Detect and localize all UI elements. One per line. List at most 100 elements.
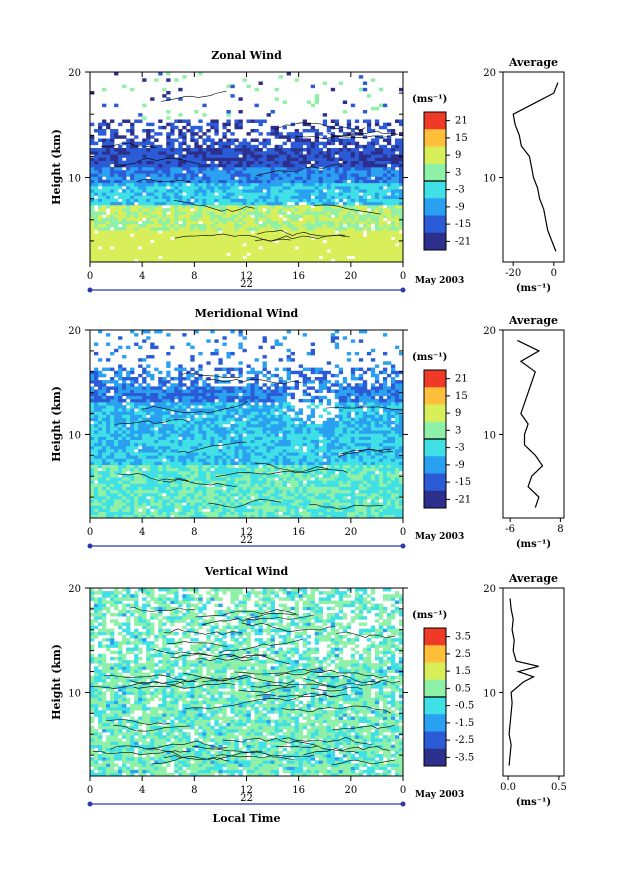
heatmap-cell bbox=[146, 182, 151, 187]
heatmap-cell bbox=[198, 148, 203, 152]
heatmap-cell bbox=[314, 224, 320, 228]
heatmap-cell bbox=[398, 511, 404, 516]
heatmap-cell bbox=[250, 239, 255, 244]
heatmap-cell bbox=[126, 477, 131, 481]
heatmap-cell bbox=[214, 477, 219, 481]
heatmap-cell bbox=[202, 167, 207, 171]
heatmap-cell bbox=[258, 255, 263, 260]
heatmap-cell bbox=[382, 471, 388, 475]
heatmap-cell bbox=[222, 198, 227, 203]
heatmap-cell bbox=[334, 458, 340, 462]
heatmap-cell bbox=[374, 148, 380, 152]
heatmap-cell bbox=[150, 255, 155, 260]
heatmap-cell bbox=[118, 195, 123, 199]
heatmap-cell bbox=[210, 471, 215, 475]
heatmap-cell bbox=[298, 192, 303, 196]
heatmap-cell bbox=[134, 163, 139, 168]
heatmap-cell bbox=[230, 477, 235, 481]
heatmap-cell bbox=[378, 211, 384, 215]
heatmap-cell bbox=[302, 249, 307, 253]
heatmap-cell bbox=[186, 480, 191, 484]
heatmap-cell bbox=[126, 514, 131, 519]
heatmap-cell bbox=[138, 151, 143, 155]
heatmap-cell bbox=[98, 224, 103, 228]
heatmap-cell bbox=[282, 249, 287, 253]
heatmap-cell bbox=[234, 170, 239, 174]
heatmap-cell bbox=[358, 176, 364, 180]
heatmap-cell bbox=[394, 483, 400, 487]
heatmap-cell bbox=[242, 144, 247, 149]
heatmap-cell bbox=[222, 211, 227, 215]
heatmap-cell bbox=[158, 464, 163, 469]
heatmap-cell bbox=[382, 249, 388, 253]
heatmap-cell bbox=[254, 480, 259, 484]
heatmap-cell bbox=[182, 233, 187, 237]
heatmap-cell bbox=[386, 471, 392, 475]
heatmap-cell bbox=[306, 214, 311, 218]
heatmap-cell bbox=[370, 233, 376, 237]
heatmap-cell bbox=[222, 480, 227, 484]
heatmap-cell bbox=[234, 489, 239, 494]
heatmap-cell bbox=[206, 239, 211, 244]
heatmap-cell bbox=[110, 230, 115, 234]
heatmap-cell bbox=[218, 148, 223, 152]
heatmap-cell bbox=[146, 217, 151, 222]
heatmap-cell bbox=[178, 195, 183, 199]
heatmap-cell bbox=[286, 461, 291, 466]
heatmap-cell bbox=[306, 480, 311, 484]
heatmap-cell bbox=[354, 186, 360, 190]
heatmap-cell bbox=[162, 239, 167, 244]
heatmap-cell bbox=[346, 511, 352, 516]
heatmap-cell bbox=[210, 211, 215, 215]
heatmap-cell bbox=[198, 511, 203, 516]
heatmap-cell bbox=[318, 217, 324, 222]
heatmap-cell bbox=[230, 227, 235, 231]
heatmap-cell bbox=[150, 205, 155, 209]
heatmap-cell bbox=[202, 474, 207, 478]
heatmap-cell bbox=[202, 483, 207, 487]
heatmap-cell bbox=[218, 255, 223, 260]
heatmap-cell bbox=[254, 255, 259, 260]
heatmap-cell bbox=[94, 255, 99, 260]
heatmap-cell bbox=[274, 449, 279, 453]
heatmap-cell bbox=[282, 464, 287, 469]
heatmap-cell bbox=[102, 489, 107, 494]
heatmap-cell bbox=[386, 255, 392, 260]
heatmap-cell bbox=[358, 217, 364, 222]
heatmap-cell bbox=[326, 192, 332, 196]
heatmap-cell bbox=[326, 492, 332, 497]
heatmap-cell bbox=[206, 502, 211, 506]
heatmap-cell bbox=[266, 148, 271, 152]
heatmap-cell bbox=[166, 157, 171, 161]
heatmap-cell bbox=[198, 477, 203, 481]
heatmap-cell bbox=[282, 483, 287, 487]
heatmap-cell bbox=[162, 195, 167, 199]
heatmap-cell bbox=[234, 502, 239, 506]
heatmap-cell bbox=[354, 486, 360, 491]
heatmap-cell bbox=[142, 186, 147, 190]
heatmap-cell bbox=[238, 119, 243, 123]
heatmap-cell bbox=[290, 496, 295, 500]
heatmap-cell bbox=[210, 167, 215, 171]
heatmap-cell bbox=[102, 514, 107, 519]
heatmap-cell bbox=[270, 132, 275, 136]
heatmap-cell bbox=[238, 464, 243, 469]
heatmap-cell bbox=[214, 186, 219, 190]
heatmap-cell bbox=[90, 505, 95, 509]
heatmap-cell bbox=[218, 195, 223, 199]
heatmap-cell bbox=[294, 502, 299, 506]
heatmap-cell bbox=[178, 224, 183, 228]
heatmap-cell bbox=[206, 445, 211, 450]
heatmap-cell bbox=[238, 198, 243, 203]
heatmap-cell bbox=[334, 255, 340, 260]
heatmap-cell bbox=[266, 217, 271, 222]
heatmap-cell bbox=[290, 258, 295, 263]
heatmap-cell bbox=[90, 211, 95, 215]
heatmap-cell bbox=[390, 163, 396, 168]
heatmap-cell bbox=[234, 442, 239, 447]
heatmap-cell bbox=[230, 148, 235, 152]
heatmap-cell bbox=[238, 97, 243, 101]
heatmap-cell bbox=[142, 151, 147, 155]
heatmap-cell bbox=[118, 505, 123, 509]
heatmap-cell bbox=[374, 154, 380, 158]
